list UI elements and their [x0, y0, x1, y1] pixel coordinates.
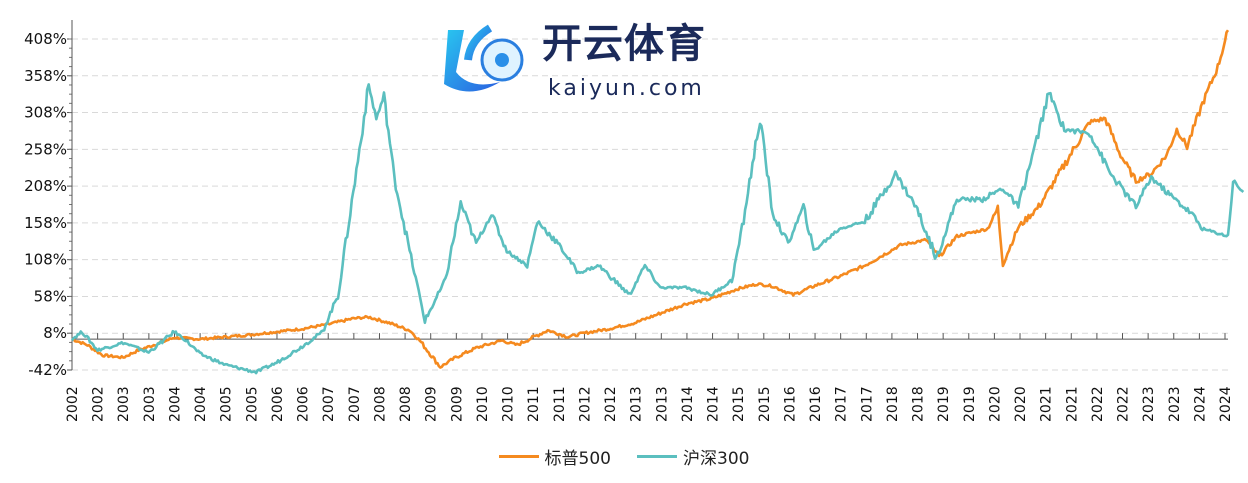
x-tick-label: 2003	[116, 386, 132, 422]
x-tick-label: 2006	[296, 386, 312, 422]
series-line-csi300	[70, 83, 1245, 375]
x-tick-label: 2019	[962, 386, 978, 422]
watermark-logo: 开云体育 kaiyun.com	[430, 20, 720, 110]
x-tick-label: 2020	[1013, 386, 1029, 422]
legend-swatch-sp500	[498, 455, 539, 458]
y-tick-label: 58%	[34, 287, 67, 305]
x-tick-label: 2007	[347, 386, 363, 422]
legend-item-csi300[interactable]: 沪深300	[637, 444, 749, 469]
x-tick-label: 2014	[706, 386, 722, 422]
x-tick-label: 2021	[1064, 386, 1080, 422]
legend: 标普500 沪深300	[0, 444, 1248, 469]
x-tick-label: 2013	[654, 386, 670, 422]
x-tick-label: 2002	[91, 386, 107, 422]
y-tick-label: 8%	[43, 324, 67, 342]
x-tick-label: 2017	[834, 386, 850, 422]
x-tick-label: 2013	[629, 386, 645, 422]
x-tick-label: 2019	[936, 386, 952, 422]
x-tick-label: 2016	[782, 386, 798, 422]
y-tick-label: 308%	[24, 104, 67, 122]
x-tick-label: 2012	[603, 386, 619, 422]
x-tick-label: 2023	[1141, 386, 1157, 422]
x-tick-label: 2002	[65, 386, 81, 422]
x-tick-label: 2024	[1192, 386, 1208, 422]
x-tick-label: 2003	[142, 386, 158, 422]
series-lines	[70, 29, 1245, 375]
x-tick-label: 2008	[372, 386, 388, 422]
x-tick-label: 2016	[808, 386, 824, 422]
y-tick-label: 208%	[24, 177, 67, 195]
x-tick-label: 2024	[1218, 386, 1234, 422]
x-tick-label: 2012	[577, 386, 593, 422]
x-tick-label: 2009	[449, 386, 465, 422]
series-line-sp500	[71, 29, 1230, 369]
x-tick-label: 2004	[167, 386, 183, 422]
x-tick-label: 2017	[859, 386, 875, 422]
x-tick-label: 2011	[526, 386, 542, 422]
y-tick-label: 358%	[24, 67, 67, 85]
y-tick-label: -42%	[28, 361, 67, 379]
x-tick-label: 2010	[475, 386, 491, 422]
x-tick-label: 2015	[731, 386, 747, 422]
x-tick-label: 2009	[424, 386, 440, 422]
y-tick-label: 258%	[24, 140, 67, 158]
x-tick-label: 2014	[680, 386, 696, 422]
x-tick-label: 2006	[270, 386, 286, 422]
legend-label-csi300: 沪深300	[683, 449, 750, 469]
gridlines	[72, 38, 1228, 371]
x-tick-label: 2022	[1116, 386, 1132, 422]
legend-item-sp500[interactable]: 标普500	[498, 444, 611, 469]
x-tick-label: 2008	[398, 386, 414, 422]
x-tick-label: 2018	[911, 386, 927, 422]
x-tick-label: 2005	[219, 386, 235, 422]
y-axis: -42% 8% 58% 108% 158% 208% 258% 308% 358% 408%	[24, 20, 73, 379]
x-tick-label: 2005	[244, 386, 260, 422]
x-tick-label: 2018	[885, 386, 901, 422]
x-tick-label: 2004	[193, 386, 209, 422]
x-axis: 2002 2002 2003 2003 2004 2004 2005 2005 2006 2006…	[65, 333, 1234, 422]
x-tick-label: 2015	[757, 386, 773, 422]
y-tick-label: 108%	[24, 251, 67, 269]
logo-text-en: kaiyun.com	[548, 76, 705, 101]
x-tick-label: 2007	[321, 386, 337, 422]
logo-ball-icon	[444, 24, 524, 92]
x-tick-label: 2021	[1039, 386, 1055, 422]
x-tick-label: 2022	[1090, 386, 1106, 422]
y-tick-label: 158%	[24, 214, 67, 232]
legend-swatch-csi300	[637, 455, 677, 458]
x-tick-label: 2020	[987, 386, 1003, 422]
logo-text-cn: 开云体育	[542, 21, 706, 67]
x-tick-label: 2010	[501, 386, 517, 422]
x-tick-label: 2011	[552, 386, 568, 422]
x-tick-label: 2023	[1167, 386, 1183, 422]
y-tick-label: 408%	[24, 30, 67, 48]
legend-label-sp500: 标普500	[544, 449, 611, 469]
